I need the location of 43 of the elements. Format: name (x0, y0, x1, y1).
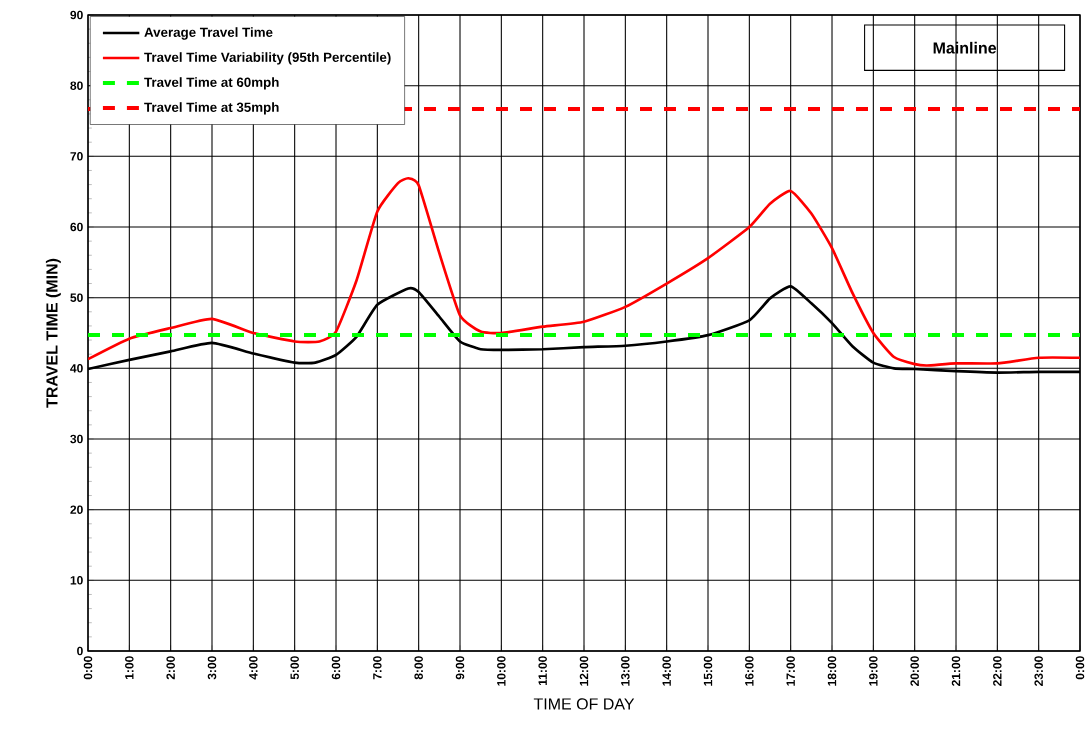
x-tick-label: 8:00 (414, 656, 423, 680)
y-axis-title: TRAVEL TIME (MIN) (45, 258, 61, 408)
annotation: Mainline (933, 41, 997, 54)
x-tick-label: 20:00 (910, 656, 919, 686)
x-tick-label: 5:00 (290, 656, 299, 680)
x-tick-label: 2:00 (166, 656, 175, 680)
x-tick-label: 14:00 (662, 656, 671, 686)
legend-label: Travel Time at 35mph (144, 102, 279, 115)
y-tick-label: 10 (70, 576, 83, 585)
x-tick-label: 1:00 (125, 656, 134, 679)
x-tick-label: 16:00 (745, 656, 754, 686)
legend-label: Travel Time Variability (95th Percentile) (144, 52, 391, 65)
y-tick-label: 60 (70, 222, 83, 232)
x-tick-label: 18:00 (827, 656, 837, 686)
y-tick-label: 80 (70, 81, 83, 90)
legend-label: Average Travel Time (144, 27, 273, 40)
x-tick-label: 7:00 (373, 656, 382, 680)
x-tick-label: 9:00 (455, 656, 465, 680)
x-tick-label: 22:00 (993, 656, 1002, 686)
line-series (88, 176, 1081, 367)
x-tick-label: 15:00 (703, 656, 713, 686)
x-tick-label: 12:00 (579, 656, 589, 686)
y-tick-label: 90 (70, 10, 83, 20)
x-tick-label: 13:00 (621, 656, 630, 686)
x-tick-label: 4:00 (249, 656, 258, 680)
y-tick-label: 0 (77, 646, 83, 656)
x-tick-label: 10:00 (497, 656, 506, 686)
y-tick-label: 50 (70, 293, 83, 302)
x-tick-label: 17:00 (786, 656, 795, 686)
x-tick-label: 21:00 (951, 656, 961, 686)
x-tick-label: 19:00 (869, 656, 878, 686)
y-tick-label: 40 (70, 364, 83, 373)
x-tick-label: 0:00 (1075, 656, 1085, 680)
x-tick-label: 3:00 (207, 656, 217, 680)
x-tick-label: 0:00 (83, 656, 93, 680)
x-tick-label: 11:00 (538, 656, 547, 685)
y-tick-label: 70 (70, 152, 83, 161)
x-axis-title: TIME OF DAY (533, 698, 635, 710)
x-tick-label: 6:00 (331, 656, 341, 680)
y-tick-label: 30 (70, 434, 83, 444)
y-tick-label: 20 (70, 505, 83, 514)
legend-label: Travel Time at 60mph (144, 77, 279, 90)
x-tick-label: 23:00 (1034, 656, 1043, 686)
